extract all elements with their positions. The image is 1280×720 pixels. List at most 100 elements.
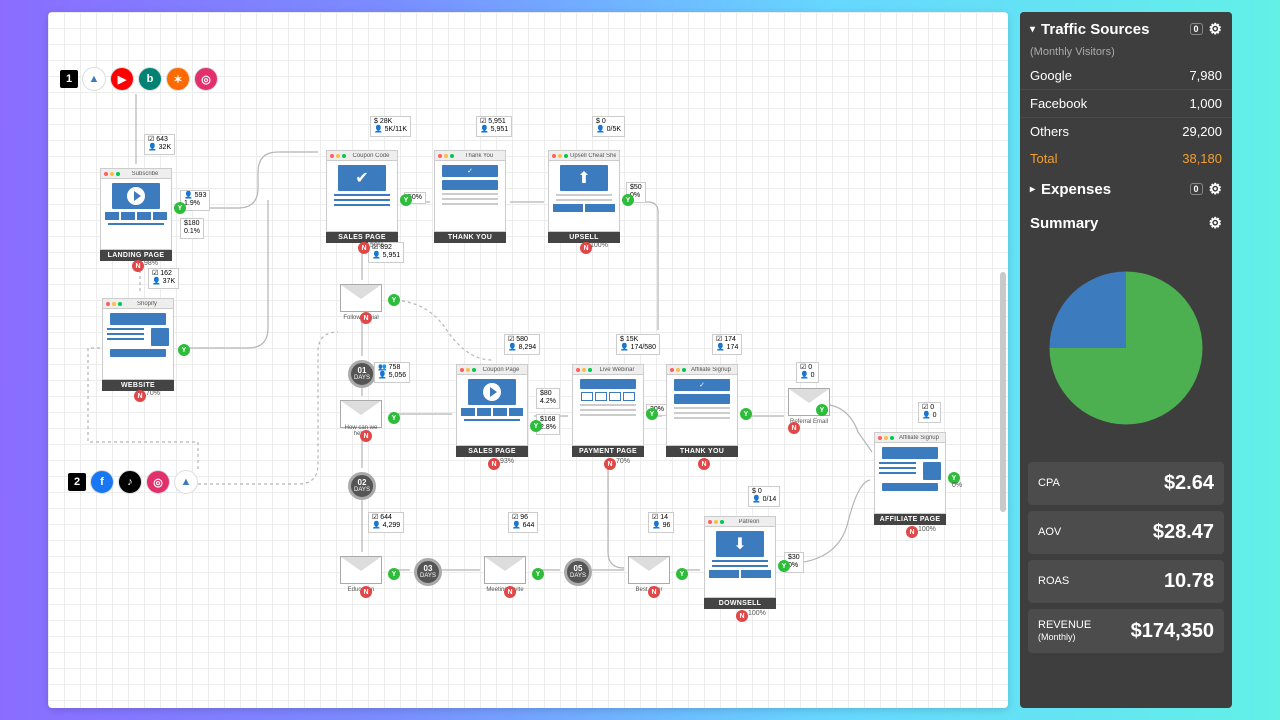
no-badge[interactable]: N [132, 260, 144, 272]
traffic-subtitle: (Monthly Visitors) [1020, 46, 1232, 62]
metric-revenue: REVENUE(Monthly)$174,350 [1028, 609, 1224, 653]
traffic-header[interactable]: ▾ Traffic Sources 0 ⚙ [1020, 12, 1232, 46]
no-badge[interactable]: N [360, 312, 372, 324]
email-node[interactable]: Education [340, 556, 382, 584]
page-node-thankyou1[interactable]: Thank You ✓ THANK YOU [434, 150, 506, 243]
stat-box: ☑ 0👤 0 [918, 402, 941, 423]
source-icon[interactable]: ♪ [118, 470, 142, 494]
edges-layer [48, 12, 1008, 708]
source-icon[interactable]: f [90, 470, 114, 494]
source-icon[interactable]: ▲ [82, 67, 106, 91]
yes-badge[interactable]: Y [400, 194, 412, 206]
card-label: DOWNSELL [704, 598, 776, 609]
card-title: Coupon Page [478, 367, 524, 373]
expenses-header[interactable]: ▸ Expenses 0 ⚙ [1020, 172, 1232, 206]
card-label: THANK YOU [666, 446, 738, 457]
yes-badge[interactable]: Y [530, 420, 542, 432]
no-badge[interactable]: N [358, 242, 370, 254]
yes-badge[interactable]: Y [778, 560, 790, 572]
gear-icon[interactable]: ⚙ [1209, 214, 1222, 232]
email-node[interactable]: How can we help? [340, 400, 382, 428]
page-node-affiliate[interactable]: Affiliate Signup AFFILIATE PAGE [874, 432, 946, 525]
source-icon[interactable]: ▶ [110, 67, 134, 91]
stat-box: ☑ 96👤 644 [508, 512, 538, 533]
no-badge[interactable]: N [698, 458, 710, 470]
summary-pie-chart [1020, 240, 1232, 456]
canvas-scrollbar[interactable] [1000, 272, 1006, 512]
no-badge[interactable]: N [488, 458, 500, 470]
yes-badge[interactable]: Y [388, 294, 400, 306]
page-node-website[interactable]: Shopify WEBSITE [102, 298, 174, 391]
card-title: Shopify [124, 301, 170, 307]
traffic-row-value: 7,980 [1189, 68, 1222, 83]
source-group[interactable]: 2f♪◎▲ [68, 470, 198, 494]
delay-node[interactable]: 05DAYS [564, 558, 592, 586]
chevron-down-icon: ▾ [1030, 24, 1035, 35]
yes-badge[interactable]: Y [532, 568, 544, 580]
source-number: 1 [60, 70, 78, 88]
delay-node[interactable]: 01DAYS [348, 360, 376, 388]
metric-value: $2.64 [1164, 472, 1214, 495]
funnel-canvas[interactable]: 1▲▶b✶◎2f♪◎▲Subscribe LANDING PAGE☑ 643👤 … [48, 12, 1008, 708]
page-node-downsell[interactable]: Patreon ⬇ DOWNSELL [704, 516, 776, 609]
traffic-total-row: Total 38,180 [1020, 145, 1232, 172]
yes-badge[interactable]: Y [388, 568, 400, 580]
card-title: Patreon [726, 519, 772, 525]
yes-badge[interactable]: Y [646, 408, 658, 420]
source-group[interactable]: 1▲▶b✶◎ [60, 67, 218, 91]
no-badge[interactable]: N [604, 458, 616, 470]
stat-box: $1800.1% [180, 218, 204, 239]
percent-label: 100% [748, 610, 766, 617]
stat-box: $ 0👤 0/14 [748, 486, 780, 507]
page-node-sales2[interactable]: Coupon Page SALES PAGE [456, 364, 528, 457]
page-node-upsell[interactable]: Upsell Cheat Shee... ⬆ UPSELL [548, 150, 620, 243]
percent-label: 70% [616, 458, 630, 465]
no-badge[interactable]: N [736, 610, 748, 622]
no-badge[interactable]: N [134, 390, 146, 402]
no-badge[interactable]: N [906, 526, 918, 538]
traffic-row-label: Google [1030, 68, 1072, 83]
page-node-thankyou2[interactable]: Affiliate Signup ✓ THANK YOU [666, 364, 738, 457]
source-number: 2 [68, 473, 86, 491]
email-node[interactable]: Best Offer [628, 556, 670, 584]
source-icon[interactable]: b [138, 67, 162, 91]
yes-badge[interactable]: Y [174, 202, 186, 214]
yes-badge[interactable]: Y [178, 344, 190, 356]
card-label: THANK YOU [434, 232, 506, 243]
traffic-row: Others29,200 [1020, 118, 1232, 145]
delay-node[interactable]: 03DAYS [414, 558, 442, 586]
metric-value: 10.78 [1164, 570, 1214, 593]
stat-box: ☑ 580👤 8,294 [504, 334, 540, 355]
no-badge[interactable]: N [360, 586, 372, 598]
card-title: Affiliate Signup [688, 367, 734, 373]
stat-box: ☑ 162👤 37K [148, 268, 179, 289]
traffic-row: Facebook1,000 [1020, 90, 1232, 118]
source-icon[interactable]: ◎ [194, 67, 218, 91]
stat-box: $ 28K👤 5K/11K [370, 116, 411, 137]
yes-badge[interactable]: Y [816, 404, 828, 416]
no-badge[interactable]: N [788, 422, 800, 434]
source-icon[interactable]: ✶ [166, 67, 190, 91]
source-icon[interactable]: ▲ [174, 470, 198, 494]
gear-icon[interactable]: ⚙ [1209, 20, 1222, 38]
delay-node[interactable]: 02DAYS [348, 472, 376, 500]
yes-badge[interactable]: Y [622, 194, 634, 206]
no-badge[interactable]: N [360, 430, 372, 442]
yes-badge[interactable]: Y [388, 412, 400, 424]
page-node-sales1[interactable]: Coupon Code ✔ SALES PAGE [326, 150, 398, 243]
metric-label: ROAS [1038, 575, 1069, 587]
email-node[interactable]: Follow Social [340, 284, 382, 312]
yes-badge[interactable]: Y [740, 408, 752, 420]
stat-box: ☑ 644👤 4,299 [368, 512, 404, 533]
metric-value: $28.47 [1153, 521, 1214, 544]
source-icon[interactable]: ◎ [146, 470, 170, 494]
page-node-payment[interactable]: Live Webinar PAYMENT PAGE [572, 364, 644, 457]
no-badge[interactable]: N [648, 586, 660, 598]
email-node[interactable]: Meeting Invite [484, 556, 526, 584]
card-title: Coupon Code [348, 153, 394, 159]
gear-icon[interactable]: ⚙ [1209, 180, 1222, 198]
no-badge[interactable]: N [504, 586, 516, 598]
page-node-landing[interactable]: Subscribe LANDING PAGE [100, 168, 172, 261]
metric-label: CPA [1038, 477, 1060, 489]
yes-badge[interactable]: Y [676, 568, 688, 580]
